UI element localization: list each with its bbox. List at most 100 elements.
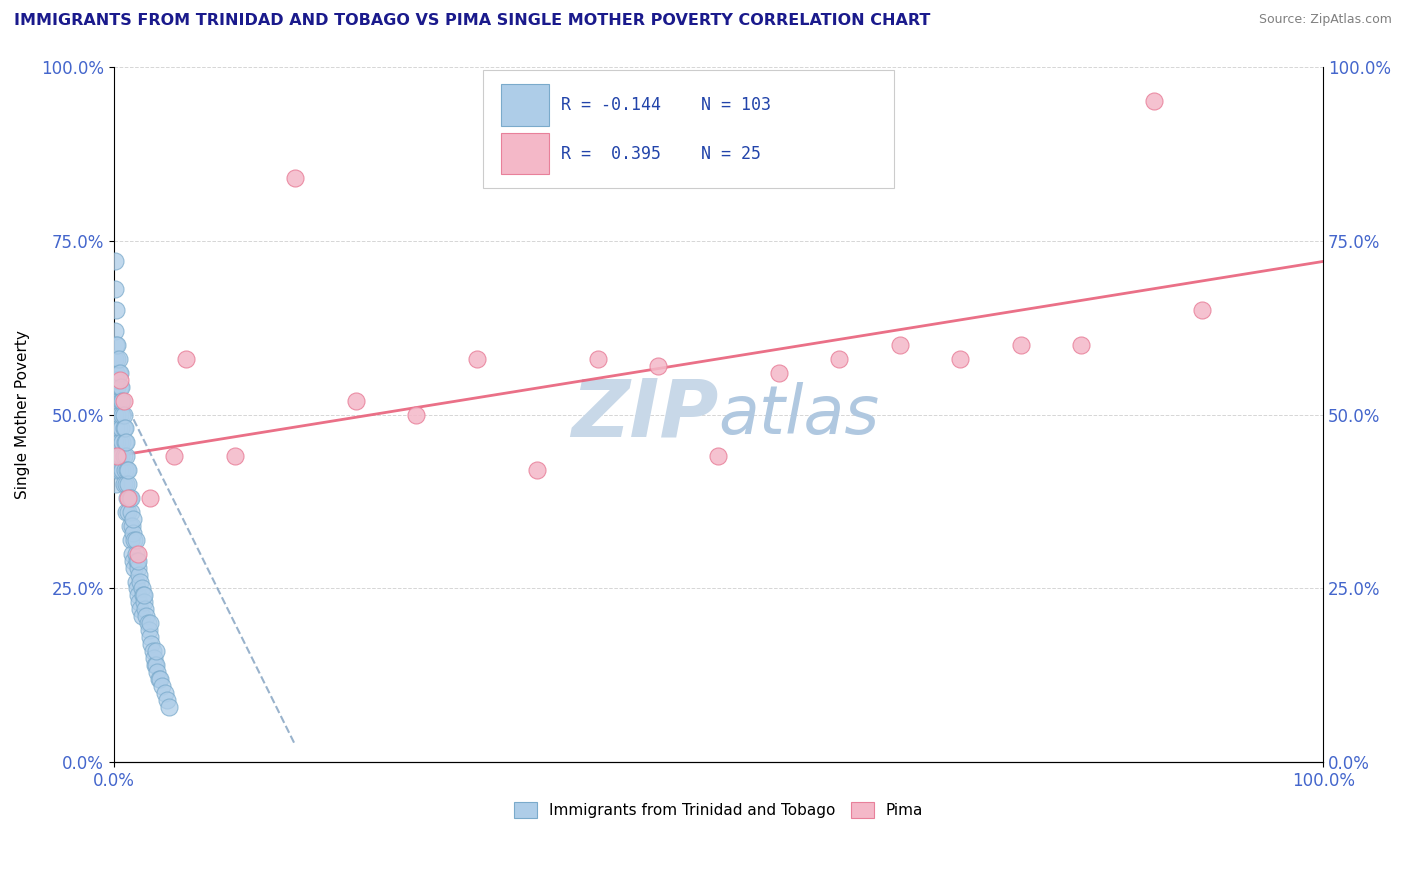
Point [141, 637, 163, 651]
Point [134, 602, 156, 616]
Point [465, 351, 488, 366]
Point [107, 450, 129, 464]
Point [139, 630, 162, 644]
Point [159, 699, 181, 714]
Point [586, 351, 609, 366]
Point [105, 366, 128, 380]
Point [107, 338, 129, 352]
Point [105, 477, 128, 491]
Point [131, 609, 153, 624]
Point [122, 554, 145, 568]
Point [117, 505, 139, 519]
Point [145, 644, 167, 658]
Point [526, 463, 548, 477]
Point [107, 380, 129, 394]
Point [107, 351, 129, 366]
Text: atlas: atlas [718, 382, 880, 448]
Point [127, 560, 149, 574]
Point [176, 351, 198, 366]
Point [143, 658, 166, 673]
Point [120, 505, 142, 519]
Point [122, 525, 145, 540]
Point [127, 547, 149, 561]
Point [647, 359, 669, 373]
Point [112, 408, 135, 422]
Point [111, 435, 134, 450]
Point [105, 373, 128, 387]
Point [128, 595, 150, 609]
Point [108, 373, 131, 387]
Point [146, 665, 169, 679]
Point [107, 435, 129, 450]
Point [128, 567, 150, 582]
Point [108, 366, 131, 380]
Point [118, 519, 141, 533]
Point [107, 463, 129, 477]
Point [118, 491, 141, 505]
Point [889, 338, 911, 352]
Point [112, 393, 135, 408]
Point [107, 351, 129, 366]
Point [148, 672, 170, 686]
Y-axis label: Single Mother Poverty: Single Mother Poverty [15, 330, 30, 499]
Point [110, 421, 132, 435]
Point [125, 554, 148, 568]
Point [107, 421, 129, 435]
Point [139, 491, 162, 505]
Point [122, 512, 145, 526]
Point [115, 450, 138, 464]
Text: R =  0.395    N = 25: R = 0.395 N = 25 [561, 145, 761, 162]
Point [139, 616, 162, 631]
Point [138, 624, 160, 638]
Point [115, 435, 138, 450]
Point [112, 450, 135, 464]
Point [104, 254, 127, 268]
Point [107, 450, 129, 464]
Point [104, 408, 127, 422]
Point [142, 651, 165, 665]
Point [1070, 338, 1092, 352]
Point [124, 533, 146, 547]
Point [132, 595, 155, 609]
Point [949, 351, 972, 366]
Text: Source: ZipAtlas.com: Source: ZipAtlas.com [1258, 13, 1392, 27]
Point [111, 408, 134, 422]
Point [828, 351, 851, 366]
Point [135, 609, 157, 624]
Point [120, 533, 142, 547]
Point [153, 686, 176, 700]
Point [132, 589, 155, 603]
Point [127, 589, 149, 603]
Point [111, 393, 134, 408]
Point [105, 421, 128, 435]
Point [129, 574, 152, 589]
Point [121, 519, 143, 533]
Point [110, 380, 132, 394]
Point [163, 450, 186, 464]
Legend: Immigrants from Trinidad and Tobago, Pima: Immigrants from Trinidad and Tobago, Pim… [508, 797, 929, 824]
Point [108, 435, 131, 450]
Point [104, 380, 127, 394]
Text: R = -0.144    N = 103: R = -0.144 N = 103 [561, 95, 772, 114]
FancyBboxPatch shape [501, 133, 550, 175]
Point [107, 393, 129, 408]
Point [105, 303, 128, 318]
Point [125, 582, 148, 596]
Point [768, 366, 790, 380]
Point [107, 366, 129, 380]
Text: ZIP: ZIP [571, 376, 718, 453]
FancyBboxPatch shape [482, 70, 894, 188]
Point [284, 170, 307, 185]
Point [115, 505, 138, 519]
Point [344, 393, 367, 408]
Point [149, 672, 172, 686]
FancyBboxPatch shape [501, 84, 550, 126]
Point [104, 324, 127, 338]
Point [132, 589, 155, 603]
Point [108, 408, 131, 422]
Point [108, 380, 131, 394]
Point [105, 393, 128, 408]
Point [110, 393, 132, 408]
Point [108, 463, 131, 477]
Point [111, 463, 134, 477]
